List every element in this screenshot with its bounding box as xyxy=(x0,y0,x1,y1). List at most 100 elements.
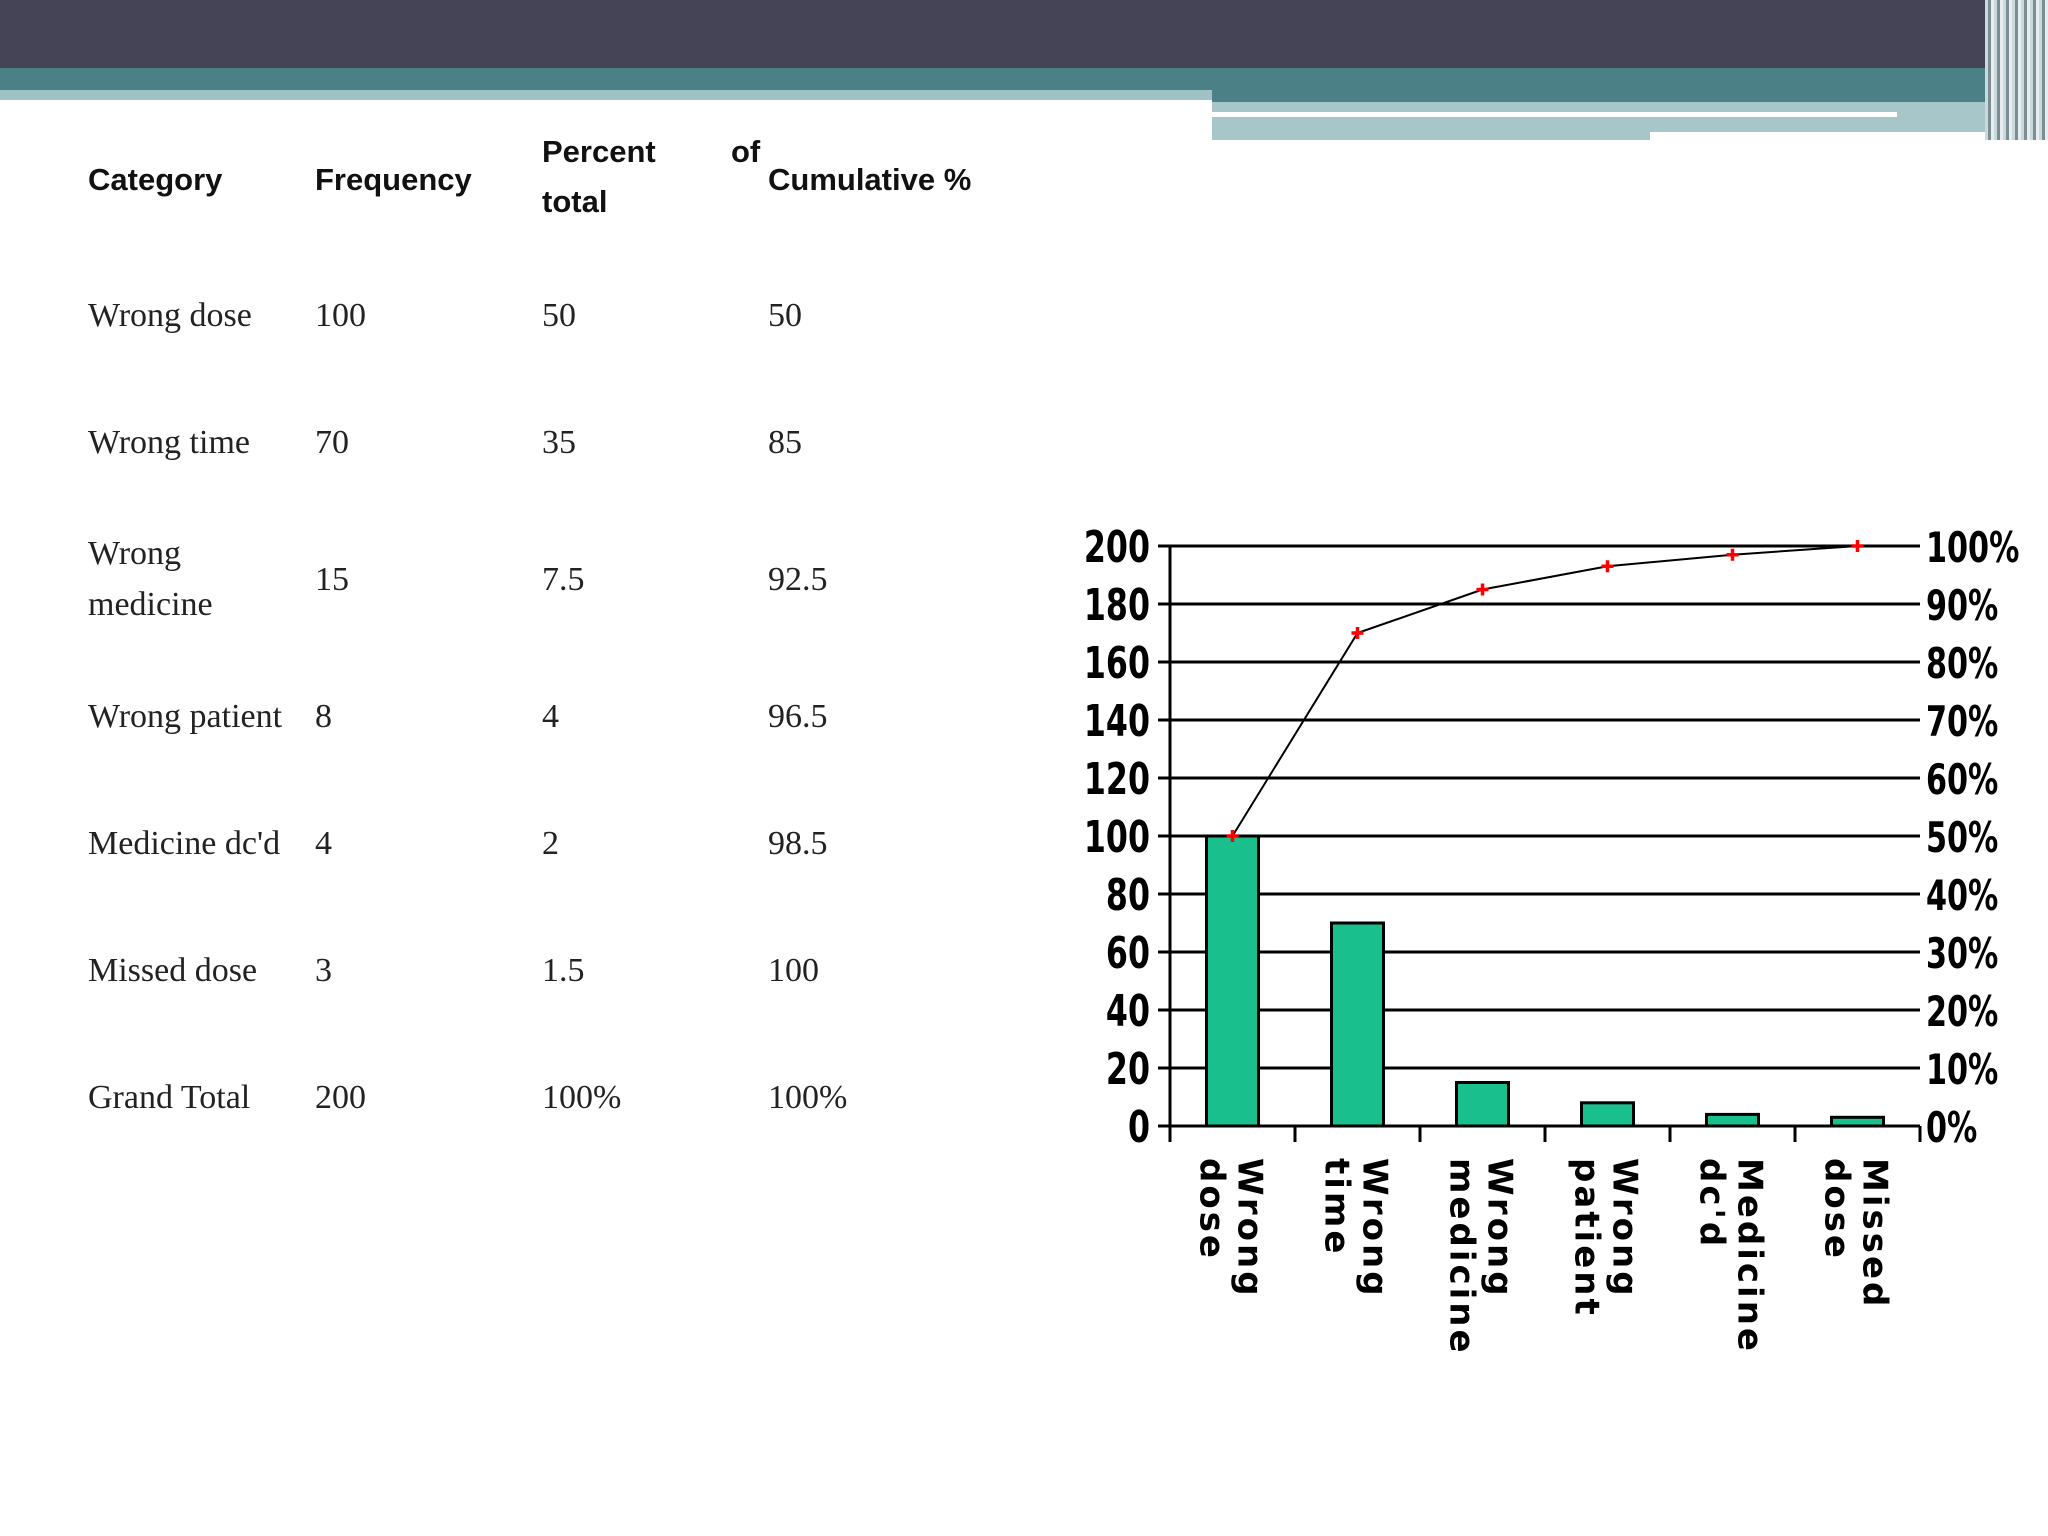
row-grand-total-frequency: 200 xyxy=(315,1079,366,1116)
header-band-teal xyxy=(0,68,2048,90)
chart-gridlines xyxy=(1158,544,1920,1128)
bar-1 xyxy=(1330,921,1385,1128)
y2-tick-label-6: 60% xyxy=(1926,755,1998,804)
x-category-label-1: Wrongtime xyxy=(1317,1158,1395,1299)
chart-bars xyxy=(1205,834,1885,1128)
row-2-cumulative: 85 xyxy=(768,424,802,461)
row-5-percent: 2 xyxy=(542,825,559,862)
row-6-category: Missed dose xyxy=(88,952,258,989)
bar-2 xyxy=(1455,1081,1510,1128)
x-category-label-3-line-2: patient xyxy=(1567,1158,1607,1318)
header-stripe-white-2 xyxy=(1650,132,2008,140)
pareto-chart: 0 0% 20 10% 40 20% 60 30% 80 40% 100 50% 120 60% 140 70… xyxy=(1084,522,2020,1356)
row-1-percent: 50 xyxy=(542,297,576,334)
row-grand-total-category: Grand Total xyxy=(88,1079,251,1116)
row-4-frequency: 8 xyxy=(315,698,332,735)
chart-axes xyxy=(1168,546,1922,1142)
x-category-label-5-line-2: dose xyxy=(1817,1158,1857,1261)
y-tick-label-4: 80 xyxy=(1106,870,1150,922)
y-tick-label-9: 180 xyxy=(1084,580,1150,632)
row-5-category: Medicine dc'd xyxy=(88,825,281,862)
header-cumulative: Cumulative % xyxy=(768,162,972,197)
cumulative-marker-3 xyxy=(1601,560,1614,573)
y-tick-label-0: 0 xyxy=(1128,1102,1150,1154)
row-1-cumulative: 50 xyxy=(768,297,802,334)
bar-3 xyxy=(1580,1101,1635,1128)
row-1-category: Wrong dose xyxy=(88,297,252,334)
row-6-cumulative: 100 xyxy=(768,952,819,989)
row-2-frequency: 70 xyxy=(315,424,349,461)
row-5-frequency: 4 xyxy=(315,825,332,862)
y2-tick-label-9: 90% xyxy=(1926,581,1998,630)
y-tick-label-1: 20 xyxy=(1106,1044,1150,1096)
y-tick-label-5: 100 xyxy=(1084,812,1150,864)
header-band-pale-left xyxy=(0,90,1212,100)
row-4-category: Wrong patient xyxy=(88,698,283,735)
row-3-percent: 7.5 xyxy=(542,561,585,598)
cumulative-marker-2 xyxy=(1476,583,1489,596)
header-stripe-white-1 xyxy=(1212,112,1897,117)
header-frequency: Frequency xyxy=(315,162,472,197)
chart-cumulative-line xyxy=(1226,540,1864,842)
x-category-label-1-line-1: Wrong xyxy=(1355,1158,1395,1299)
x-category-label-2: Wrongmedicine xyxy=(1442,1158,1520,1356)
y2-tick-label-7: 70% xyxy=(1926,697,1998,746)
header-category: Category xyxy=(88,162,223,197)
header-stripes xyxy=(1985,0,2048,140)
y-tick-label-7: 140 xyxy=(1084,696,1150,748)
x-category-label-5: Misseddose xyxy=(1817,1158,1895,1309)
row-2-percent: 35 xyxy=(542,424,576,461)
cumulative-line xyxy=(1231,545,1858,837)
bar-0 xyxy=(1205,834,1260,1128)
y-tick-label-3: 60 xyxy=(1106,928,1150,980)
x-category-label-1-line-2: time xyxy=(1317,1158,1357,1256)
x-category-label-3-line-1: Wrong xyxy=(1605,1158,1645,1299)
x-category-label-0: Wrongdose xyxy=(1192,1158,1270,1299)
row-1-frequency: 100 xyxy=(315,297,366,334)
x-category-label-4: Medicinedc'd xyxy=(1692,1158,1770,1354)
row-4-cumulative: 96.5 xyxy=(768,698,828,735)
row-grand-total-cumulative: 100% xyxy=(768,1079,848,1116)
row-grand-total-percent: 100% xyxy=(542,1079,622,1116)
header-band-dark xyxy=(0,0,2048,68)
x-category-label-3: Wrongpatient xyxy=(1567,1158,1645,1318)
row-2-category: Wrong time xyxy=(88,424,250,461)
y2-tick-label-8: 80% xyxy=(1926,639,1998,688)
chart-labels: 0 0% 20 10% 40 20% 60 30% 80 40% 100 50% 120 60% 140 70… xyxy=(1084,522,2020,1356)
y-tick-label-8: 160 xyxy=(1084,638,1150,690)
header-percent-of: of xyxy=(731,134,761,169)
y2-tick-label-5: 50% xyxy=(1926,813,1998,862)
bar-4 xyxy=(1705,1112,1760,1128)
y2-tick-label-4: 40% xyxy=(1926,871,1998,920)
row-4-percent: 4 xyxy=(542,698,559,735)
row-3-cumulative: 92.5 xyxy=(768,561,828,598)
y2-tick-label-2: 20% xyxy=(1926,987,1998,1036)
row-6-frequency: 3 xyxy=(315,952,332,989)
y-tick-label-2: 40 xyxy=(1106,986,1150,1038)
row-3-category-line2: medicine xyxy=(88,586,213,623)
x-category-label-4-line-2: dc'd xyxy=(1692,1158,1732,1249)
y2-tick-label-10: 100% xyxy=(1926,523,2019,572)
cumulative-marker-1 xyxy=(1351,627,1364,639)
header-percent-line2: total xyxy=(542,184,608,219)
row-5-cumulative: 98.5 xyxy=(768,825,828,862)
cumulative-marker-5 xyxy=(1851,540,1864,552)
x-category-label-5-line-1: Missed xyxy=(1855,1158,1895,1309)
y-tick-label-10: 200 xyxy=(1084,522,1150,574)
x-category-label-2-line-2: medicine xyxy=(1442,1158,1482,1356)
row-6-percent: 1.5 xyxy=(542,952,585,989)
row-3-frequency: 15 xyxy=(315,561,349,598)
x-category-label-0-line-2: dose xyxy=(1192,1158,1232,1261)
cumulative-marker-0 xyxy=(1226,830,1239,842)
y2-tick-label-3: 30% xyxy=(1926,929,1998,978)
x-category-label-0-line-1: Wrong xyxy=(1230,1158,1270,1299)
header-percent-line1: Percent xyxy=(542,134,656,169)
x-category-label-2-line-1: Wrong xyxy=(1480,1158,1520,1299)
cumulative-marker-4 xyxy=(1726,548,1739,561)
y2-tick-label-1: 10% xyxy=(1926,1045,1998,1094)
y2-tick-label-0: 0% xyxy=(1926,1103,1977,1152)
y-tick-label-6: 120 xyxy=(1084,754,1150,806)
header-band-teal-right xyxy=(1212,90,2048,102)
row-3-category-line1: Wrong xyxy=(88,535,182,572)
x-category-label-4-line-1: Medicine xyxy=(1730,1158,1770,1354)
